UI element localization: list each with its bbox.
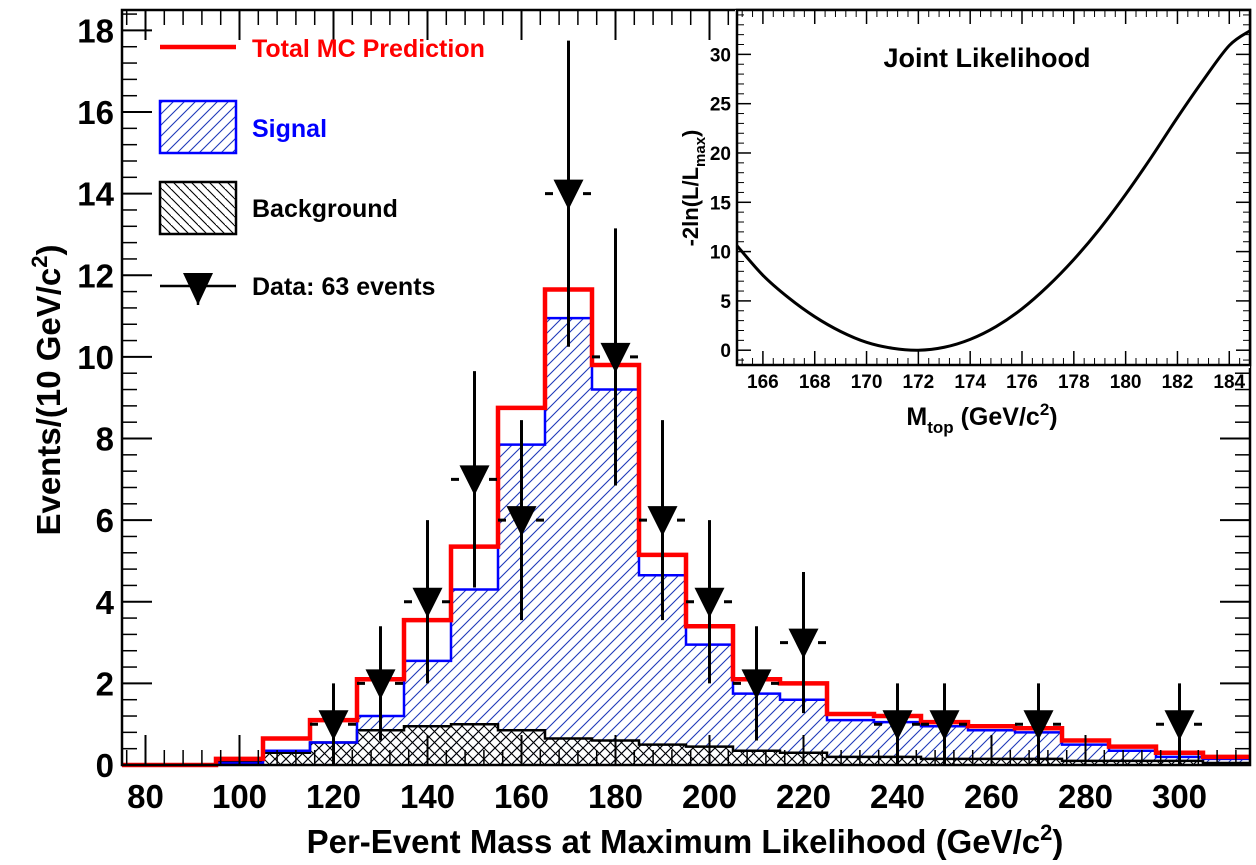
- inset-title: Joint Likelihood: [884, 43, 1091, 73]
- y-axis-label: Events/(10 GeV/c2): [27, 244, 67, 535]
- inset-y-tick-label-10: 10: [710, 243, 731, 264]
- inset-y-tick-label-30: 30: [710, 45, 731, 66]
- y-tick-label-8: 8: [96, 421, 114, 458]
- legend-total-label: Total MC Prediction: [252, 35, 485, 63]
- inset-y-tick-label-15: 15: [710, 193, 732, 214]
- inset-y-axis-ticks: 0 5 10 15 20 25 30: [710, 14, 1250, 362]
- data-marker-170: [553, 179, 584, 210]
- data-marker-130: [365, 669, 396, 700]
- data-point-150: [451, 371, 498, 588]
- x-tick-label-300: 300: [1152, 778, 1207, 815]
- signal-fill: [122, 318, 1250, 765]
- inset-y-tick-label-25: 25: [710, 95, 732, 116]
- inset-y-tick-label-0: 0: [720, 341, 731, 362]
- x-tick-label-200: 200: [682, 778, 737, 815]
- y-tick-label-10: 10: [77, 339, 114, 376]
- data-marker-180: [600, 342, 631, 373]
- inset-x-tick-label-172: 172: [903, 372, 935, 393]
- inset-y-tick-label-5: 5: [720, 292, 731, 313]
- legend-signal-label: Signal: [252, 115, 327, 143]
- data-marker-220: [788, 628, 819, 659]
- inset-x-tick-label-168: 168: [799, 372, 831, 393]
- x-tick-label-260: 260: [964, 778, 1019, 815]
- data-marker-140: [412, 587, 443, 618]
- x-tick-label-80: 80: [127, 778, 164, 815]
- data-marker-200: [694, 587, 725, 618]
- inset-x-axis-ticks: 166 168 170 172 174 176 178 180 182 184: [741, 10, 1246, 393]
- x-axis-label: Per-Event Mass at Maximum Likelihood (Ge…: [307, 820, 1064, 860]
- legend-entry-total: Total MC Prediction: [160, 35, 485, 63]
- legend-data-marker: [183, 273, 213, 305]
- data-point-270: [1015, 683, 1062, 765]
- data-point-160: [498, 420, 545, 621]
- data-marker-240: [882, 710, 913, 741]
- inset-x-tick-label-180: 180: [1110, 372, 1142, 393]
- inset-x-tick-label-174: 174: [954, 372, 986, 393]
- data-marker-270: [1023, 710, 1054, 741]
- data-point-170: [545, 40, 592, 347]
- legend-signal-swatch: [158, 99, 238, 155]
- y-tick-label-16: 16: [77, 94, 114, 131]
- inset-x-tick-label-166: 166: [747, 372, 779, 393]
- data-point-220: [780, 571, 827, 714]
- legend-data-label: Data: 63 events: [252, 273, 435, 301]
- data-point-180: [592, 228, 639, 486]
- x-axis-ticks: 80 100 120 140 160 180 200 220 240 260 280 300: [125, 10, 1237, 815]
- x-tick-label-140: 140: [400, 778, 455, 815]
- data-marker-190: [647, 506, 678, 537]
- x-tick-label-120: 120: [306, 778, 361, 815]
- main-plot-frame: [120, 8, 1252, 767]
- data-marker-150: [459, 465, 490, 496]
- data-marker-300: [1164, 710, 1195, 741]
- legend-background-swatch: [158, 180, 238, 236]
- x-tick-label-280: 280: [1058, 778, 1113, 815]
- data-marker-250: [929, 710, 960, 741]
- y-tick-label-0: 0: [96, 747, 114, 784]
- inset-x-tick-label-178: 178: [1058, 372, 1090, 393]
- inset-plot: 0 5 10 15 20 25 30 166 168 170 172 174 176 178 180 182…: [678, 8, 1252, 437]
- x-tick-label-180: 180: [588, 778, 643, 815]
- inset-likelihood-curve: [735, 29, 1251, 352]
- data-point-190: [639, 420, 686, 621]
- data-point-140: [404, 520, 451, 684]
- x-tick-label-100: 100: [212, 778, 267, 815]
- y-tick-label-6: 6: [96, 502, 114, 539]
- data-marker-120: [318, 710, 349, 741]
- x-tick-label-160: 160: [494, 778, 549, 815]
- inset-x-tick-label-182: 182: [1162, 372, 1194, 393]
- data-point-200: [686, 520, 733, 684]
- data-point-130: [357, 626, 404, 741]
- inset-x-tick-label-170: 170: [851, 372, 883, 393]
- x-tick-label-220: 220: [776, 778, 831, 815]
- legend: Total MC Prediction Signal Background Da…: [158, 35, 485, 305]
- data-point-250: [921, 683, 968, 765]
- legend-entry-background: Background: [158, 180, 398, 236]
- data-marker-160: [506, 506, 537, 537]
- legend-entry-signal: Signal: [158, 99, 327, 155]
- x-tick-label-240: 240: [870, 778, 925, 815]
- y-tick-label-4: 4: [96, 584, 115, 621]
- inset-y-tick-label-20: 20: [710, 144, 731, 165]
- inset-background: [735, 10, 1250, 368]
- inset-frame: [735, 8, 1252, 367]
- y-tick-label-18: 18: [77, 12, 114, 49]
- data-point-210: [733, 626, 780, 741]
- y-tick-label-2: 2: [96, 665, 114, 702]
- data-marker-210: [741, 669, 772, 700]
- inset-x-tick-label-184: 184: [1213, 372, 1245, 393]
- y-tick-label-14: 14: [77, 176, 114, 213]
- inset-x-axis-label: Mtop (GeV/c2): [906, 400, 1057, 437]
- inset-y-axis-label: -2ln(L/Lmax): [678, 130, 709, 247]
- legend-background-label: Background: [252, 195, 398, 223]
- y-tick-label-12: 12: [77, 257, 114, 294]
- legend-entry-data: Data: 63 events: [160, 273, 435, 305]
- inset-x-tick-label-176: 176: [1006, 372, 1038, 393]
